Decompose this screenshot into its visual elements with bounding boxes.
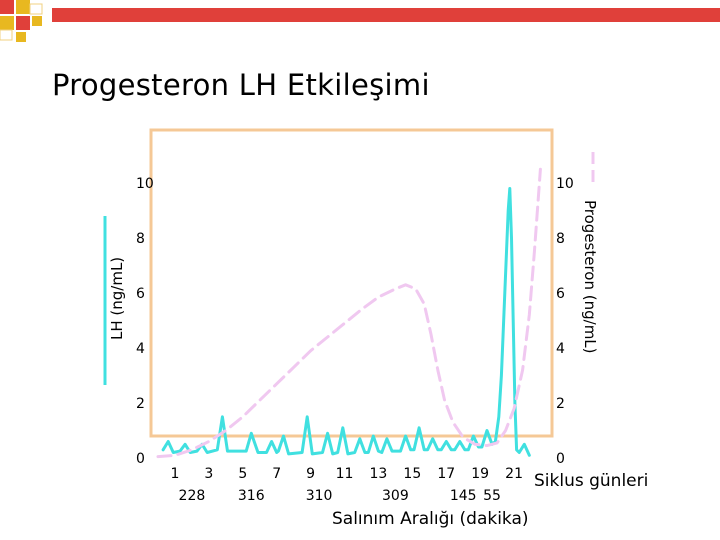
slide-title: Progesteron LH Etkileşimi <box>52 68 430 102</box>
progesterone-series-line <box>156 167 542 459</box>
x-axis-ticks: 1 3 5 7 9 11 13 15 17 19 21 <box>170 466 523 482</box>
left-tick-label: 10 <box>136 176 154 192</box>
x-tick-label: 19 <box>471 466 489 482</box>
deco-square-5 <box>32 16 42 26</box>
deco-square-1 <box>0 0 14 14</box>
left-tick-label: 6 <box>136 286 145 302</box>
x-tick-label: 13 <box>370 466 388 482</box>
deco-square-2 <box>16 0 30 14</box>
interval-label: 145 <box>450 488 477 504</box>
x-tick-label: 7 <box>272 466 281 482</box>
right-tick-label: 4 <box>556 341 565 357</box>
left-tick-label: 8 <box>136 231 145 247</box>
deco-square-4 <box>0 16 14 30</box>
interval-label: 309 <box>382 488 409 504</box>
deco-band <box>52 8 720 22</box>
interval-label: 310 <box>306 488 333 504</box>
x-tick-label: 21 <box>505 466 523 482</box>
deco-square-6 <box>16 32 26 42</box>
left-axis-ticks: 0 2 4 6 8 10 <box>136 176 154 467</box>
right-tick-label: 6 <box>556 286 565 302</box>
deco-square-3 <box>16 16 30 30</box>
x-tick-label: 9 <box>306 466 315 482</box>
x-tick-label: 17 <box>437 466 455 482</box>
left-tick-label: 0 <box>136 451 145 467</box>
series-layer <box>156 167 542 459</box>
y-axis-label-right: Progesteron (ng/mL) <box>581 200 599 354</box>
x-tick-label: 11 <box>336 466 354 482</box>
title-decoration <box>0 0 720 42</box>
x-tick-label: 5 <box>238 466 247 482</box>
interval-label: 55 <box>483 488 501 504</box>
interval-label: 228 <box>179 488 206 504</box>
right-tick-label: 10 <box>556 176 574 192</box>
deco-square-8 <box>0 29 13 41</box>
interval-label: 316 <box>238 488 265 504</box>
interval-labels: 228 316 310 309 145 55 <box>179 488 501 504</box>
x-tick-label: 3 <box>204 466 213 482</box>
right-tick-label: 0 <box>556 451 565 467</box>
interval-axis-label: Salınım Aralığı (dakika) <box>332 509 529 529</box>
plot-frame <box>149 128 554 438</box>
x-tick-label: 1 <box>170 466 179 482</box>
lh-series-line <box>161 187 531 457</box>
x-axis-label: Siklus günleri <box>534 471 648 491</box>
left-tick-label: 2 <box>136 396 145 412</box>
left-tick-label: 4 <box>136 341 145 357</box>
right-tick-label: 2 <box>556 396 565 412</box>
deco-square-7 <box>29 3 43 15</box>
right-tick-label: 8 <box>556 231 565 247</box>
y-axis-label-left: LH (ng/mL) <box>108 257 126 340</box>
x-tick-label: 15 <box>403 466 421 482</box>
right-axis-ticks: 0 2 4 6 8 10 <box>556 176 574 467</box>
